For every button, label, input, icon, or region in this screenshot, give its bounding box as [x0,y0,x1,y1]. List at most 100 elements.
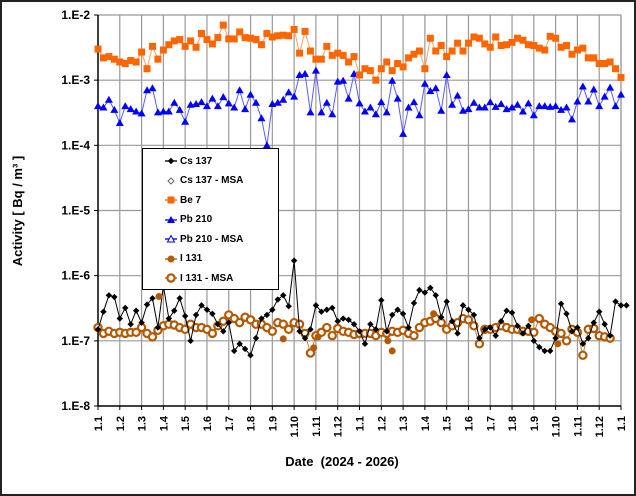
data-point-be-7 [148,42,156,50]
data-point-be-7 [159,46,167,54]
data-point-be-7 [138,48,146,56]
data-point-i-131 [384,337,392,345]
legend-symbol [167,196,175,204]
series-pb-210 [94,66,625,149]
data-point-pb-210 [562,103,571,111]
data-point-i-131-msa [414,322,425,333]
data-point-cs-137 [405,324,412,331]
data-point-cs-137 [476,334,483,342]
data-point-be-7 [361,65,369,73]
data-point-i-131 [155,292,163,300]
data-point-be-7 [590,54,598,62]
data-point-be-7 [470,33,478,41]
data-point-cs-137 [290,257,298,264]
data-point-cs-137 [111,293,118,301]
data-point-cs-137 [530,337,538,345]
data-point-cs-137 [525,322,532,330]
data-point-cs-137 [127,320,134,328]
data-point-cs-137 [230,347,238,355]
data-point-cs-137 [519,330,527,337]
data-point-be-7 [617,73,625,81]
data-point-cs-137 [301,334,309,342]
data-point-pb-210 [573,97,582,105]
data-point-cs-137 [378,297,385,304]
data-point-pb-210 [110,105,119,113]
data-point-pb-210 [475,103,484,111]
x-tick-label: 1.8 [246,416,258,431]
data-point-pb-210 [529,111,538,119]
legend-marker-i-131-msa [165,273,177,283]
data-point-pb-210 [170,98,179,106]
data-point-pb-210 [148,84,157,92]
data-point-cs-137 [421,289,429,296]
data-point-be-7 [530,42,538,50]
data-point-pb-210 [540,102,549,110]
data-point-pb-210 [230,103,239,111]
data-point-cs-137 [318,308,325,315]
data-point-be-7 [214,34,222,42]
data-point-be-7 [475,34,483,42]
data-point-cs-137 [171,307,178,314]
data-point-be-7 [345,58,353,66]
data-point-pb-210 [262,141,271,149]
legend-label: Pb 210 [180,214,213,225]
legend-marker-i-131 [165,255,177,262]
data-point-pb-210 [311,66,320,74]
data-point-i-131-msa [327,330,337,341]
data-point-pb-210 [409,98,418,106]
data-point-be-7 [268,33,276,41]
x-tick-label: 1.2 [115,416,127,431]
data-point-pb-210 [284,88,293,96]
data-point-be-7 [257,41,265,49]
x-tick-label: 1.11 [572,416,584,437]
data-point-pb-210 [306,108,315,116]
x-tick-label: 1.6 [463,416,475,431]
legend-symbol [167,255,175,262]
data-point-pb-210 [535,102,544,110]
data-point-i-131-msa [234,317,245,328]
x-tick-label: 1.6 [202,416,214,431]
data-point-cs-137 [176,295,183,302]
data-point-cs-137 [503,307,510,314]
legend-symbol [167,215,175,223]
data-point-cs-137 [388,311,396,319]
data-point-pb-210 [257,114,266,122]
data-point-pb-210 [399,129,408,137]
data-point-cs-137 [138,319,145,326]
data-point-pb-210 [181,117,190,125]
data-point-cs-137 [132,307,140,314]
data-point-cs-137 [448,318,456,325]
y-tick-label: 1.E-6 [61,269,90,283]
data-point-be-7 [410,50,418,58]
data-point-pb-210 [159,107,168,115]
data-point-be-7 [296,49,304,57]
x-tick-label: 1.9 [267,416,279,431]
data-point-cs-137 [252,334,260,342]
data-point-pb-210 [595,102,604,110]
legend-item-cs-137-msa: Cs 137 - MSA [143,172,243,190]
data-point-cs-137 [203,306,211,313]
data-point-i-131-msa [409,330,419,341]
data-point-pb-210 [360,107,369,115]
x-tick-label: 1.11 [311,416,323,437]
data-point-cs-137 [399,310,407,317]
legend-item-cs-137: Cs 137 [143,152,212,170]
data-point-cs-137 [438,314,445,321]
x-tick-label: 1.3 [137,416,149,431]
data-point-be-7 [225,35,233,43]
data-point-be-7 [203,36,211,44]
legend-item-i-131: I 131 [143,250,202,268]
data-point-cs-137 [258,315,265,322]
data-point-i-131-msa [207,328,218,339]
data-point-be-7 [328,51,336,59]
x-tick-label: 1.12 [594,416,606,437]
legend-label: I 131 [180,253,203,264]
data-point-be-7 [279,31,287,39]
data-point-pb-210 [208,94,217,102]
data-point-cs-137 [557,300,565,308]
data-point-be-7 [132,58,140,66]
data-point-cs-137 [149,295,156,302]
data-point-be-7 [116,58,124,66]
legend-label: Pb 210 - MSA [180,233,244,245]
y-tick-label: 1.E-4 [61,138,90,152]
